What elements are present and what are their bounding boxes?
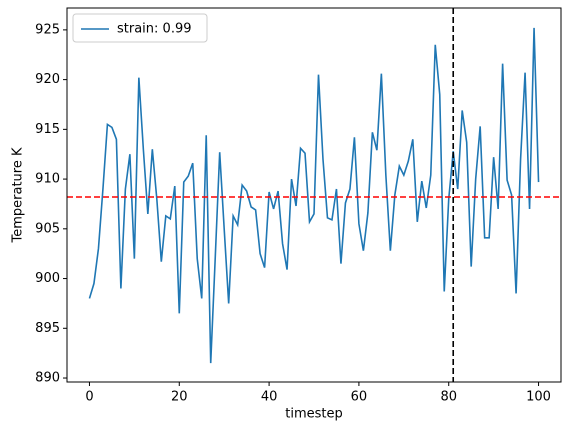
x-tick-label: 60	[351, 390, 368, 405]
x-tick-label: 80	[440, 390, 457, 405]
y-tick-label: 915	[35, 122, 60, 137]
y-tick-label: 910	[35, 172, 60, 187]
legend-box	[72, 13, 208, 43]
y-tick-label: 890	[35, 371, 60, 386]
legend-label: strain: 0.99	[117, 22, 192, 37]
y-tick-label: 905	[35, 221, 60, 236]
y-tick-label: 920	[35, 72, 60, 87]
x-tick-label: 100	[526, 390, 551, 405]
y-tick-label: 925	[35, 22, 60, 37]
plot-frame	[66, 7, 562, 383]
x-tick-label: 20	[171, 390, 188, 405]
x-tick-label: 0	[85, 390, 93, 405]
data-line	[88, 27, 540, 364]
x-tick-label: 40	[261, 390, 278, 405]
y-axis-label: Temperature K	[11, 147, 26, 243]
y-tick-label: 900	[35, 271, 60, 286]
x-axis-label: timestep	[285, 407, 343, 422]
y-tick-label: 895	[35, 321, 60, 336]
